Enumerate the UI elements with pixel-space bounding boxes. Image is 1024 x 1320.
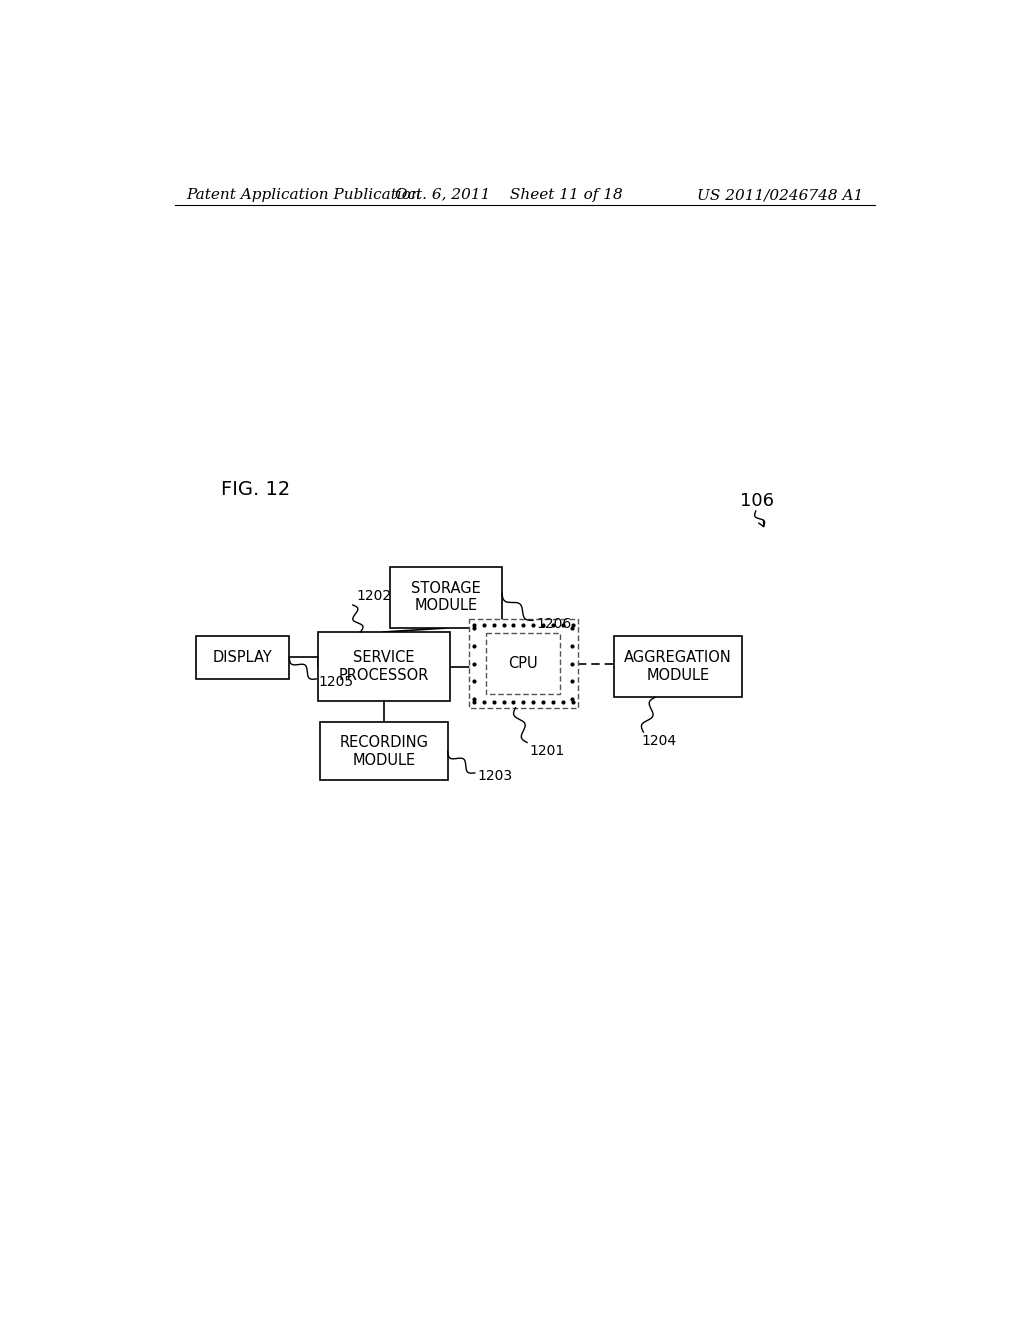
Text: 1203: 1203 [477, 770, 512, 783]
Text: RECORDING
MODULE: RECORDING MODULE [339, 735, 428, 767]
Text: Patent Application Publication: Patent Application Publication [186, 189, 421, 202]
Bar [469, 619, 578, 708]
Text: Oct. 6, 2011    Sheet 11 of 18: Oct. 6, 2011 Sheet 11 of 18 [395, 189, 624, 202]
Text: 1201: 1201 [529, 744, 564, 758]
Text: 1202: 1202 [356, 589, 392, 603]
Text: 1206: 1206 [537, 616, 572, 631]
Text: US 2011/0246748 A1: US 2011/0246748 A1 [697, 189, 863, 202]
Text: 106: 106 [740, 492, 774, 510]
Text: DISPLAY: DISPLAY [213, 649, 272, 665]
Bar [389, 566, 502, 628]
Text: STORAGE
MODULE: STORAGE MODULE [411, 581, 480, 614]
Bar [319, 722, 447, 780]
Bar [614, 636, 742, 697]
Bar [197, 636, 289, 678]
Text: SERVICE
PROCESSOR: SERVICE PROCESSOR [339, 651, 429, 682]
Text: FIG. 12: FIG. 12 [221, 480, 290, 499]
Text: CPU: CPU [509, 656, 538, 671]
Text: 1204: 1204 [641, 734, 676, 747]
Bar [317, 632, 450, 701]
Text: 1205: 1205 [318, 675, 353, 689]
Text: AGGREGATION
MODULE: AGGREGATION MODULE [625, 651, 732, 682]
Bar [486, 634, 560, 693]
